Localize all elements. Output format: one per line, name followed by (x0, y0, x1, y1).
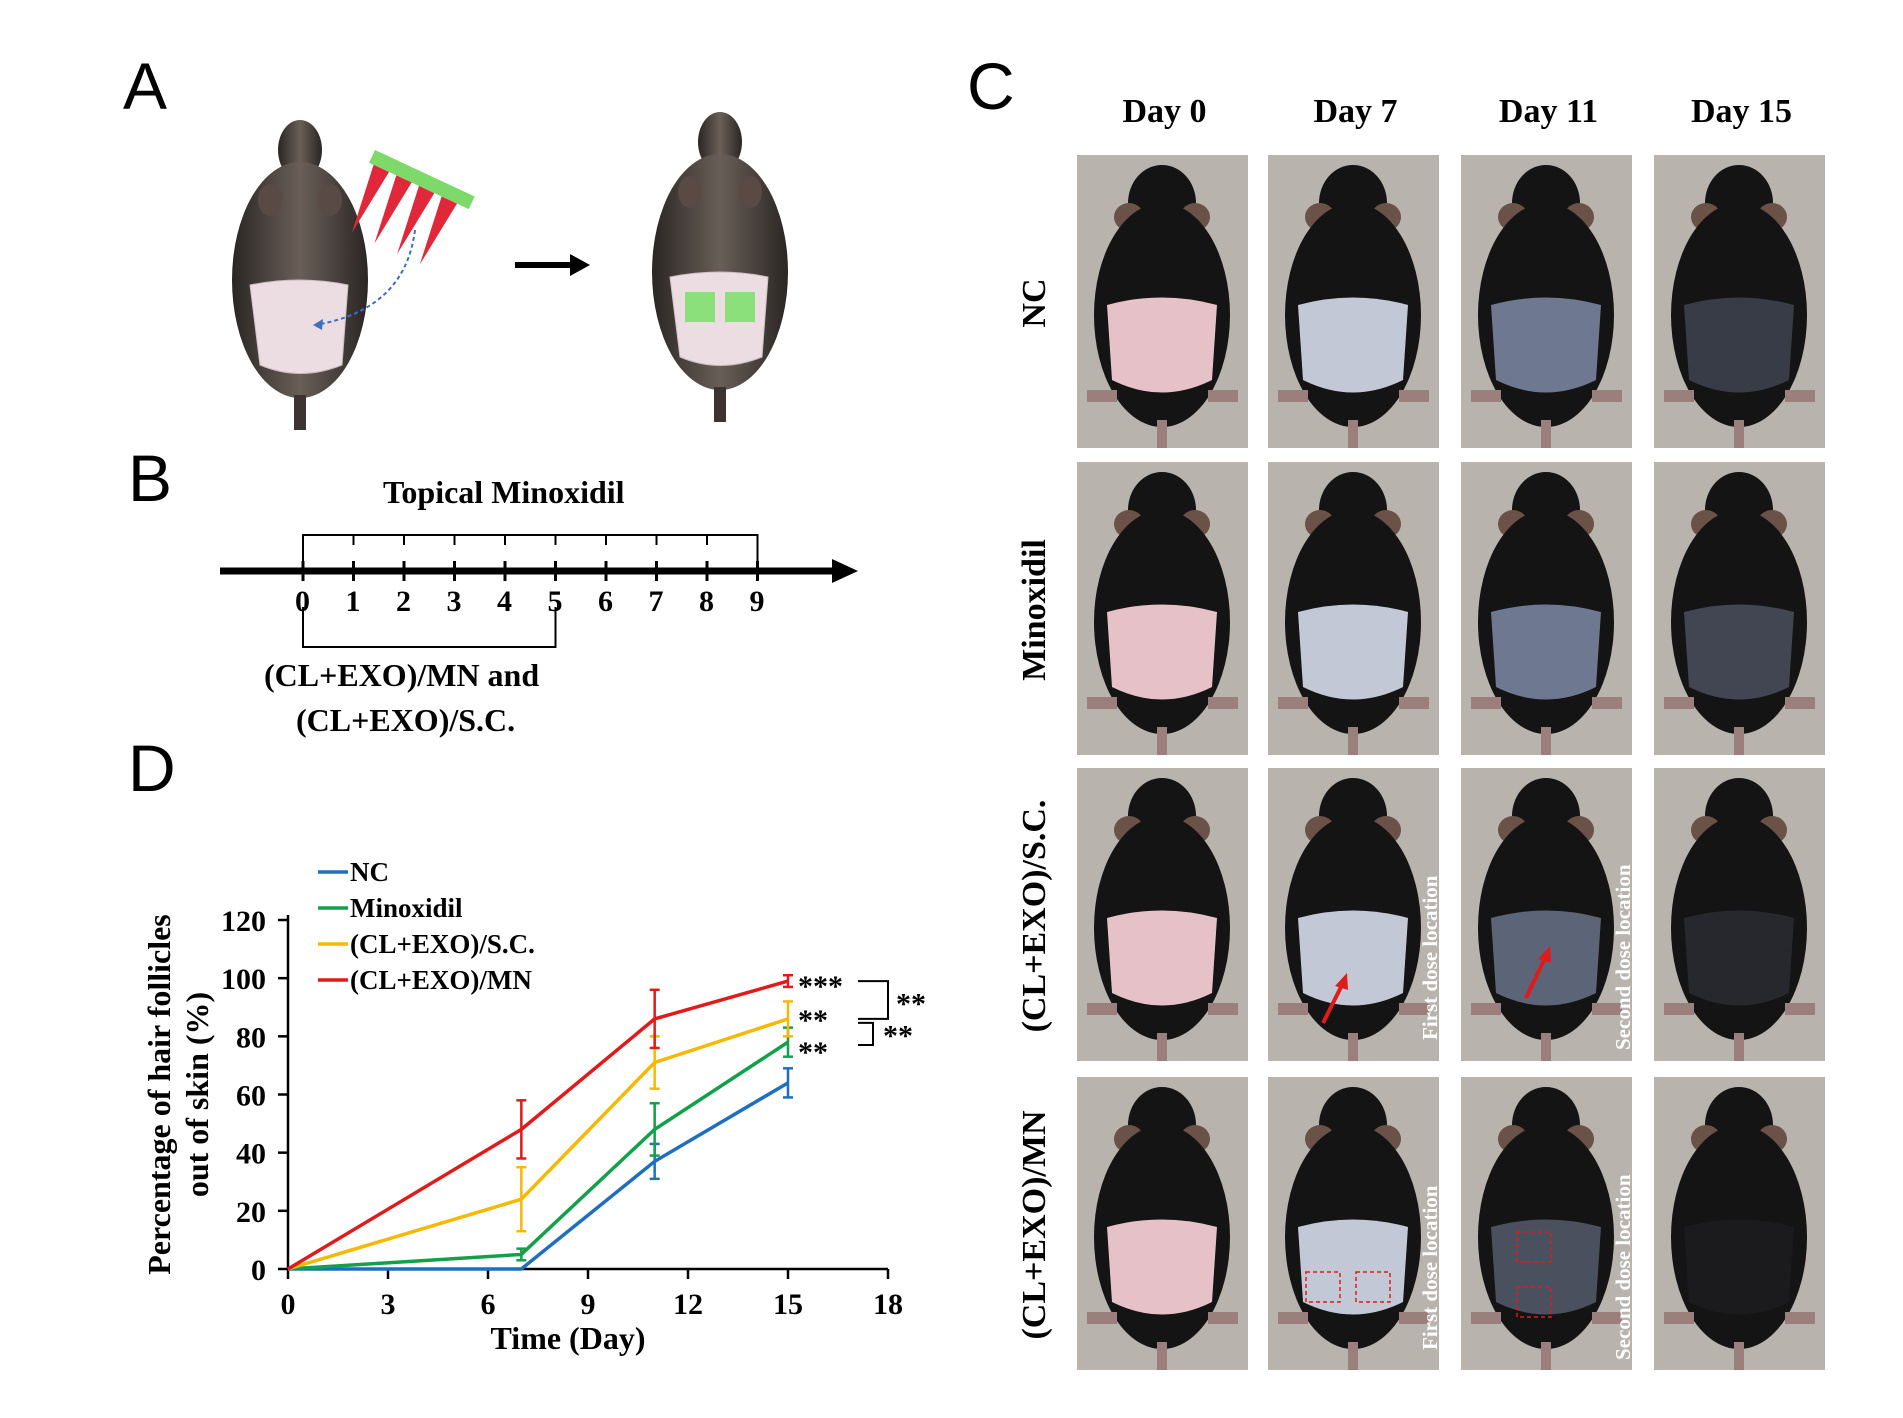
mouse-photo-row2-day1 (1268, 768, 1439, 1061)
day-header-15: Day 15 (1690, 93, 1793, 130)
legend-label-1: Minoxidil (350, 893, 463, 923)
panel-a-schematic (232, 112, 788, 430)
first-dose-label-mn: First dose location (1418, 1185, 1442, 1350)
timeline-label-6: 6 (598, 585, 613, 618)
timeline-label-0: 0 (295, 585, 310, 618)
series-line-0 (288, 1081, 789, 1271)
panel-label-b: B (128, 441, 173, 515)
y-tick-label-120: 120 (221, 905, 266, 938)
sig-bracket-upper: ** (896, 987, 926, 1020)
group-label-mn: (CL+EXO)/MN (1016, 1110, 1053, 1340)
panel-label-a: A (123, 49, 168, 123)
timeline-label-9: 9 (749, 585, 765, 618)
mouse-photo-row1-day1 (1268, 462, 1439, 755)
timeline-label-4: 4 (497, 585, 512, 618)
mouse-photo-row2-day0 (1077, 768, 1248, 1061)
sig-bracket-lower: ** (883, 1019, 913, 1052)
panel-label-d: D (128, 731, 176, 805)
x-tick-label-3: 3 (381, 1288, 396, 1321)
mouse-photo-row3-day3 (1654, 1077, 1825, 1370)
group-label-nc: NC (1016, 278, 1053, 328)
sig-minoxidil: ** (798, 1036, 828, 1069)
minoxidil-bracket (302, 534, 759, 561)
mouse-photo-row2-day2 (1461, 768, 1632, 1061)
mouse-photo-row1-day0 (1077, 462, 1248, 755)
mouse-left-illustration (232, 120, 368, 430)
x-tick-label-18: 18 (873, 1288, 903, 1321)
timeline-top-label: Topical Minoxidil (383, 474, 625, 510)
timeline-label-7: 7 (648, 585, 664, 618)
microneedle-patch-illustration (351, 150, 475, 265)
mouse-photo-row0-day3 (1654, 155, 1825, 448)
timeline-label-5: 5 (547, 585, 563, 618)
legend-label-3: (CL+EXO)/MN (350, 965, 532, 995)
timeline-label-2: 2 (396, 585, 411, 618)
y-tick-label-60: 60 (236, 1080, 266, 1113)
y-tick-label-0: 0 (251, 1254, 266, 1287)
x-tick-label-15: 15 (773, 1288, 803, 1321)
group-label-sc: (CL+EXO)/S.C. (1016, 799, 1053, 1033)
x-tick-label-0: 0 (281, 1288, 296, 1321)
mouse-photo-row0-day2 (1461, 155, 1632, 448)
timeline-label-8: 8 (699, 585, 714, 618)
mouse-photo-row1-day2 (1461, 462, 1632, 755)
y-tick-label-20: 20 (236, 1196, 266, 1229)
timeline-bottom-label-2: (CL+EXO)/S.C. (296, 702, 516, 738)
mouse-photo-row1-day3 (1654, 462, 1825, 755)
x-tick-label-9: 9 (581, 1288, 596, 1321)
day-header-0: Day 0 (1122, 93, 1207, 130)
mouse-photo-row0-day0 (1077, 155, 1248, 448)
series-line-2 (287, 1017, 789, 1271)
timeline-bottom-label-1: (CL+EXO)/MN and (264, 657, 540, 693)
y-tick-label-100: 100 (221, 963, 266, 996)
second-dose-label-mn: Second dose location (1611, 1174, 1635, 1360)
legend-label-0: NC (350, 857, 389, 887)
y-tick-label-80: 80 (236, 1021, 266, 1054)
x-tick-label-12: 12 (673, 1288, 703, 1321)
x-axis-label: Time (Day) (491, 1320, 646, 1356)
y-axis-label: Percentage of hair folliclesout of skin … (141, 914, 215, 1274)
mouse-right-illustration (652, 112, 788, 422)
timeline-axis (220, 534, 858, 648)
second-dose-label-sc: Second dose location (1611, 864, 1635, 1050)
day-header-7: Day 7 (1313, 93, 1398, 130)
series-line-3 (287, 979, 789, 1271)
x-tick-label-6: 6 (481, 1288, 496, 1321)
day-header-11: Day 11 (1498, 93, 1599, 130)
series-line-1 (287, 1040, 789, 1271)
timeline-label-3: 3 (446, 585, 462, 618)
mouse-photo-row3-day0 (1077, 1077, 1248, 1370)
panel-label-c: C (967, 49, 1015, 123)
sig-mn: *** (798, 970, 843, 1003)
mouse-photo-row3-day1 (1268, 1077, 1439, 1370)
mouse-photo-row2-day3 (1654, 768, 1825, 1061)
group-label-minoxidil: Minoxidil (1016, 539, 1053, 681)
legend-label-2: (CL+EXO)/S.C. (350, 929, 535, 959)
timeline-label-1: 1 (345, 585, 361, 618)
mouse-photo-row3-day2 (1461, 1077, 1632, 1370)
timeline-tick-labels: 0 1 2 3 4 5 6 7 8 9 (220, 585, 860, 625)
hair-growth-line-chart: 0 3 6 9 12 15 18 0 20 40 60 80 100 120 Time (Day) Perce… (141, 857, 926, 1356)
mouse-photo-row0-day1 (1268, 155, 1439, 448)
treatment-bracket (302, 607, 557, 648)
sig-sc: ** (798, 1004, 828, 1037)
y-tick-label-40: 40 (236, 1138, 266, 1171)
